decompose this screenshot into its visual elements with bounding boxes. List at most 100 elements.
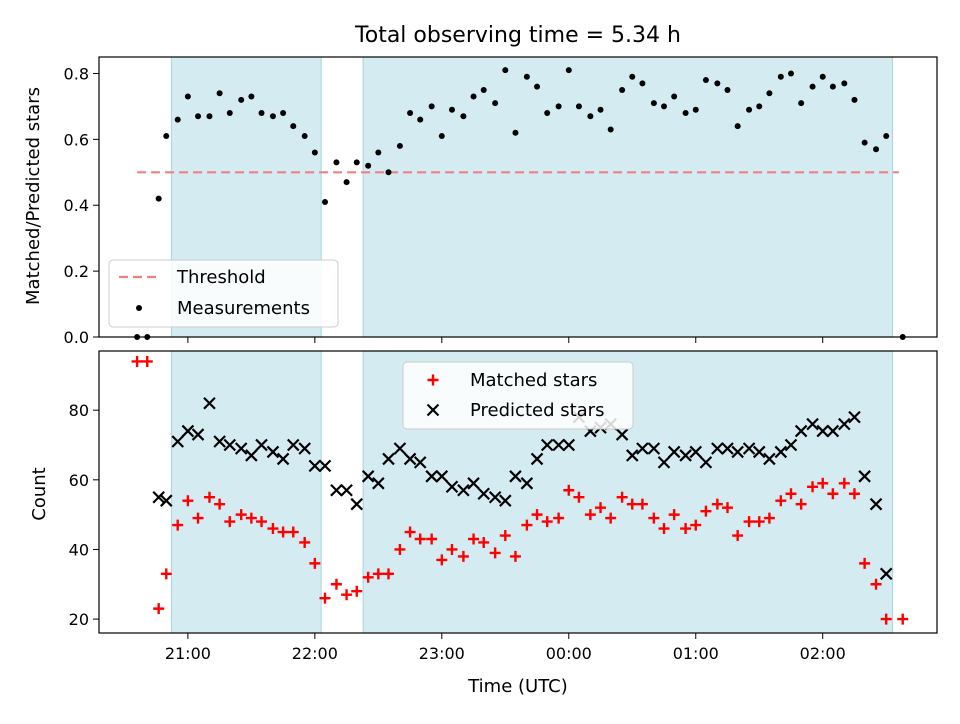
matched-star-point (584, 509, 596, 521)
matched-star-point (141, 355, 153, 367)
matched-star-point (775, 495, 787, 507)
matched-star-point (478, 536, 490, 548)
matched-star-point (732, 530, 744, 542)
measurement-point (734, 123, 741, 130)
measurement-point (861, 139, 868, 146)
predicted-star-point (245, 449, 258, 462)
x-tick-label: 01:00 (673, 644, 719, 663)
predicted-star-point (731, 445, 744, 459)
matched-star-point (160, 568, 172, 580)
matched-star-point (235, 509, 247, 521)
matched-star-point (330, 578, 342, 590)
legend-measurements-label: Measurements (177, 298, 310, 319)
predicted-star-point (457, 483, 470, 497)
measurement-point (714, 80, 721, 87)
measurement-point (343, 179, 350, 186)
measurement-point (396, 142, 403, 149)
matched-star-point (446, 543, 458, 555)
legend-matched-label: Matched stars (470, 370, 597, 391)
matched-star-point (372, 568, 384, 580)
measurement-point (195, 113, 202, 120)
predicted-star-point (647, 442, 661, 455)
predicted-star-point (636, 442, 649, 455)
predicted-star-point (689, 445, 703, 459)
matched-star-point (848, 488, 860, 500)
measurement-point (766, 90, 773, 97)
predicted-star-point (838, 417, 851, 431)
top-y-tick-label: 0.6 (64, 130, 89, 149)
predicted-star-point (679, 449, 692, 462)
legend-predicted-label: Predicted stars (470, 400, 604, 421)
predicted-star-point (520, 477, 534, 490)
predicted-star-point (667, 445, 681, 459)
measurement-point (597, 106, 604, 113)
measurement-point (873, 146, 880, 153)
matched-star-point (795, 498, 807, 510)
top-shaded-region-1 (363, 57, 893, 337)
legend-measurements-swatch (136, 305, 142, 311)
matched-star-point (648, 512, 660, 524)
measurement-point (375, 149, 382, 156)
x-axis-label: Time (UTC) (467, 676, 568, 697)
measurement-point (702, 77, 709, 84)
matched-star-point (499, 530, 511, 542)
measurement-point (724, 86, 731, 93)
predicted-star-point (562, 438, 576, 452)
predicted-star-point (615, 428, 629, 441)
matched-star-point (309, 557, 321, 569)
bottom-series-predicted-stars (152, 396, 893, 581)
predicted-star-point (340, 483, 353, 497)
matched-star-point (468, 533, 480, 545)
matched-star-point (553, 512, 565, 524)
predicted-star-point (403, 452, 417, 466)
matched-star-point (541, 516, 553, 528)
measurement-point (438, 133, 445, 140)
measurement-point (428, 103, 435, 110)
measurement-point (851, 96, 858, 103)
matched-star-point (341, 589, 353, 601)
matched-star-point (531, 509, 543, 521)
bottom-legend: Matched stars Predicted stars (402, 361, 634, 430)
matched-star-point (859, 557, 871, 569)
predicted-star-point (774, 445, 788, 459)
predicted-star-point (625, 449, 639, 462)
predicted-star-point (372, 477, 385, 490)
measurement-point (523, 73, 530, 80)
predicted-star-point (266, 445, 280, 459)
predicted-star-point (350, 497, 364, 511)
measurement-point (269, 113, 276, 120)
matched-star-point (753, 516, 765, 528)
bottom-plot-frame (98, 350, 938, 634)
measurement-point (555, 103, 562, 110)
predicted-star-point (752, 445, 766, 459)
predicted-star-point (869, 497, 883, 511)
predicted-star-point (330, 483, 343, 497)
bottom-y-tick-label: 40 (69, 540, 89, 559)
top-plot-frame (98, 56, 938, 338)
matched-star-point (362, 571, 374, 583)
predicted-star-point (223, 438, 237, 452)
matched-star-point (626, 498, 638, 510)
matched-star-point (256, 516, 268, 528)
measurement-point (671, 93, 678, 100)
predicted-star-point (794, 424, 808, 438)
measurement-point (216, 90, 223, 97)
top-panel: 0.0 0.2 0.4 0.6 0.8 Threshold Measurements (64, 56, 938, 347)
matched-star-point (287, 526, 299, 538)
predicted-star-point (435, 470, 449, 483)
measurement-point (829, 83, 836, 90)
matched-star-point (131, 355, 143, 367)
matched-star-point (763, 512, 775, 524)
measurement-point (448, 106, 455, 113)
matched-star-point (711, 498, 723, 510)
matched-star-point (595, 502, 607, 514)
measurement-point (619, 86, 626, 93)
measurement-point (238, 96, 245, 103)
measurement-point (787, 70, 794, 77)
measurement-point (682, 110, 689, 116)
measurement-point (607, 126, 614, 133)
matched-star-point (722, 502, 733, 514)
predicted-star-point (721, 442, 734, 455)
predicted-star-point (361, 470, 375, 483)
measurement-point (512, 129, 519, 136)
